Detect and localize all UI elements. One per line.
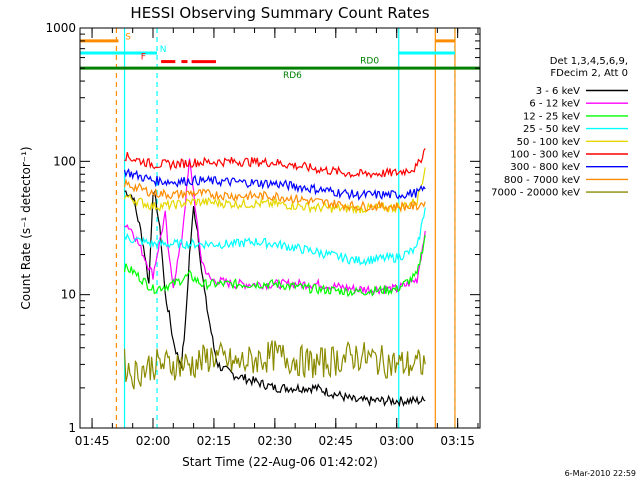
series-line-0: [124, 190, 426, 408]
x-axis-label: Start Time (22-Aug-06 01:42:02): [182, 455, 378, 469]
x-tick-label-1: 02:00: [136, 434, 171, 448]
plot-frame: [79, 27, 481, 429]
legend-label-7: 800 - 7000 keV: [504, 175, 580, 186]
series-line-5: [124, 148, 426, 179]
x-tick-label-3: 02:30: [258, 434, 293, 448]
flag-n-label: N: [160, 45, 167, 55]
flag-f-label: F: [141, 53, 146, 63]
legend-label-4: 50 - 100 keV: [517, 137, 581, 148]
series-line-7: [123, 177, 426, 213]
legend-label-0: 3 - 6 keV: [536, 86, 580, 97]
vertical-markers: [115, 28, 456, 428]
series-line-3: [123, 207, 426, 267]
x-tick-label-5: 03:00: [379, 434, 414, 448]
legend-label-8: 7000 - 20000 keV: [491, 188, 580, 199]
series-line-1: [124, 158, 426, 296]
x-tick-label-2: 02:15: [197, 434, 232, 448]
legend: Det 1,3,4,5,6,9,FDecim 2, Att 0 3 - 6 keV…: [491, 56, 628, 199]
y-axis-label: Count Rate (s⁻¹ detector⁻¹): [19, 146, 33, 309]
x-tick-label-0: 01:45: [75, 434, 110, 448]
legend-label-5: 100 - 300 keV: [510, 150, 580, 161]
x-tick-label-4: 02:45: [318, 434, 353, 448]
y-tick-label-1: 10: [61, 288, 76, 302]
legend-label-2: 12 - 25 keV: [523, 111, 580, 122]
x-axis: 01:45 02:00 02:15 02:30 02:45 03:00 03:15: [75, 28, 479, 448]
x-tick-label-6: 03:15: [440, 434, 475, 448]
legend-header-0: Det 1,3,4,5,6,9,: [550, 56, 628, 67]
legend-header-1: FDecim 2, Att 0: [550, 68, 628, 79]
y-tick-label-0: 1: [68, 421, 76, 435]
y-tick-label-2: 100: [53, 154, 76, 168]
y-tick-label-3: 1000: [45, 21, 76, 35]
legend-label-1: 6 - 12 keV: [529, 99, 580, 110]
series-line-8: [123, 340, 426, 390]
flag-rd0-label: RD0: [360, 57, 379, 67]
chart-title: HESSI Observing Summary Count Rates: [130, 4, 429, 22]
series-line-2: [123, 234, 426, 298]
series-group: [123, 148, 426, 408]
flag-rd6-label: RD6: [283, 71, 302, 81]
series-line-6: [123, 167, 426, 201]
date-stamp: 6-Mar-2010 22:59: [565, 469, 636, 478]
legend-label-6: 300 - 800 keV: [510, 162, 580, 173]
state-flags: S N F RD0 RD6: [80, 32, 480, 81]
flag-s-label: S: [125, 32, 131, 42]
legend-label-3: 25 - 50 keV: [523, 124, 580, 135]
